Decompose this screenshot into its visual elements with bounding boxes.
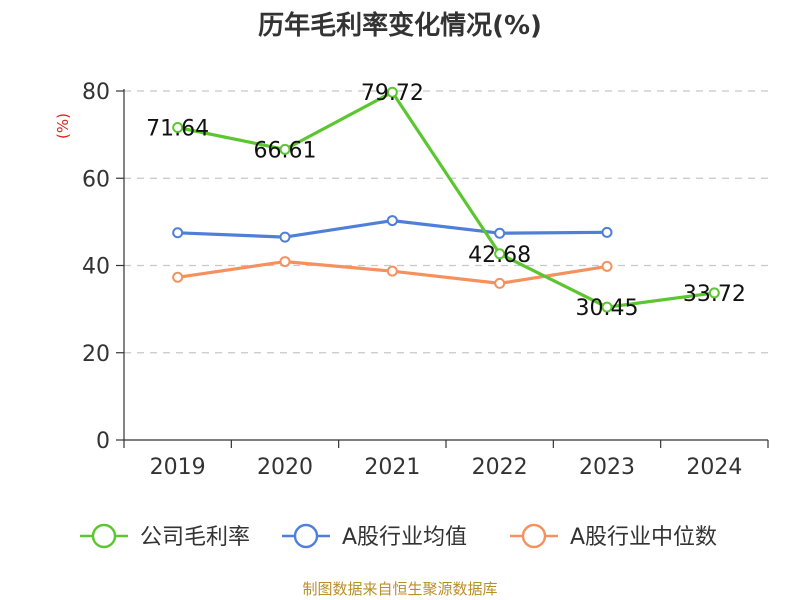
- data-point[interactable]: [386, 265, 398, 277]
- data-point[interactable]: [386, 86, 398, 98]
- legend-item-1[interactable]: A股行业均值: [282, 523, 467, 550]
- axes: 0 20 40 60 80 2019 2020 2021 2022 2023 2024: [82, 80, 769, 480]
- data-point[interactable]: [494, 277, 506, 289]
- data-point[interactable]: [601, 226, 613, 238]
- data-label: 66.61: [254, 138, 317, 163]
- data-point[interactable]: [172, 121, 184, 133]
- legend-swatch-marker: [91, 523, 117, 549]
- legend-label: A股行业均值: [342, 525, 467, 550]
- data-point[interactable]: [386, 215, 398, 227]
- grid-lines: [124, 90, 768, 354]
- source-note: 制图数据来自恒生聚源数据库: [302, 580, 497, 598]
- series-1: [172, 215, 613, 243]
- x-tick-label: 2019: [150, 455, 206, 480]
- series-0: [172, 86, 720, 313]
- legend-label: 公司毛利率: [140, 525, 250, 550]
- legend-item-2[interactable]: A股行业中位数: [510, 523, 717, 550]
- x-tick-label: 2024: [686, 455, 742, 480]
- data-point[interactable]: [172, 271, 184, 283]
- series-layer: [172, 86, 720, 313]
- data-point[interactable]: [279, 256, 291, 268]
- data-point[interactable]: [601, 260, 613, 272]
- chart-title: 历年毛利率变化情况(%): [258, 10, 542, 41]
- data-label: 30.45: [576, 296, 639, 321]
- data-label: 79.72: [361, 81, 424, 106]
- data-label: 33.72: [683, 282, 746, 307]
- data-point[interactable]: [708, 287, 720, 299]
- data-label: 42.68: [468, 243, 531, 268]
- data-point[interactable]: [494, 227, 506, 239]
- data-labels: 71.64 66.61 79.72 42.68 30.45 33.72: [146, 81, 746, 321]
- data-point[interactable]: [601, 301, 613, 313]
- x-tick-label: 2021: [364, 455, 420, 480]
- y-tick-label: 0: [96, 429, 110, 454]
- legend-label: A股行业中位数: [570, 525, 717, 550]
- legend[interactable]: 公司毛利率 A股行业均值 A股行业中位数: [80, 523, 717, 550]
- legend-swatch-marker: [293, 523, 319, 549]
- legend-item-0[interactable]: 公司毛利率: [80, 523, 250, 550]
- x-tick-label: 2023: [579, 455, 635, 480]
- series-line: [177, 90, 715, 309]
- x-tick-label: 2022: [472, 455, 528, 480]
- x-tick-label: 2020: [257, 455, 313, 480]
- data-point[interactable]: [279, 143, 291, 155]
- legend-swatch-marker: [521, 523, 547, 549]
- data-point[interactable]: [172, 227, 184, 239]
- y-tick-label: 20: [82, 342, 110, 367]
- series-2: [172, 256, 613, 289]
- data-point[interactable]: [494, 248, 506, 260]
- y-axis-label: (%): [54, 113, 72, 139]
- y-tick-label: 60: [82, 167, 110, 192]
- y-tick-label: 40: [82, 255, 110, 280]
- y-tick-label: 80: [82, 80, 110, 105]
- data-label: 71.64: [146, 116, 209, 141]
- data-point[interactable]: [279, 231, 291, 243]
